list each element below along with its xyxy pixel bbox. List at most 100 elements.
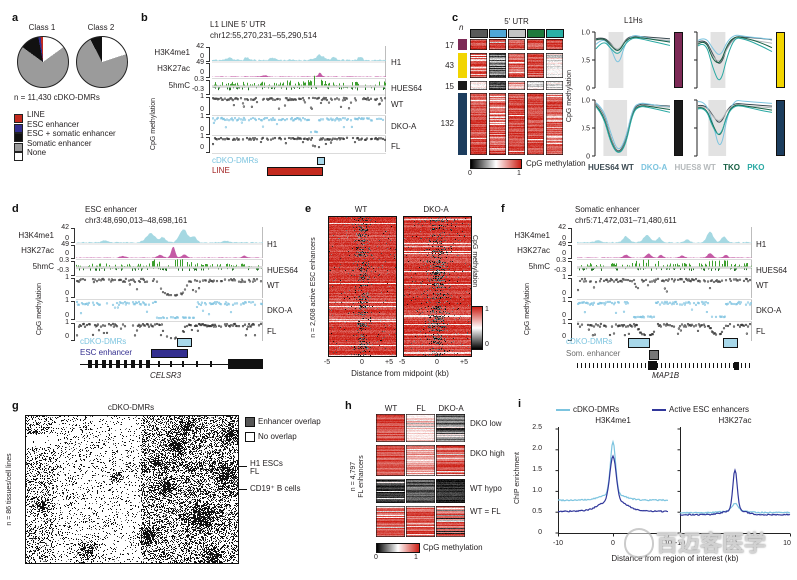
c-col-swatch-5 (546, 29, 564, 38)
i-legend-line-enh (652, 409, 666, 411)
legend-esc-enhancer: ESC enhancer (27, 119, 80, 129)
panel-i-xlabel: Distance from region of interest (kb) (611, 554, 739, 563)
c-group-n-3: 15 (445, 82, 454, 91)
legend-tko: TKO (723, 163, 740, 172)
c-right-ylabel: CpG methylation (566, 69, 573, 123)
cell-dkoa: DKO-A (756, 306, 782, 315)
c-right-legend: HUES64 WT DKO-A HUES8 WT TKO PKO (588, 163, 765, 172)
panel-h-heatmap (376, 414, 465, 537)
g-mark-fl: FL (250, 467, 260, 476)
c-colorbar-min: 0 (468, 170, 472, 177)
panel-a-label: a (12, 12, 19, 24)
panel-e-colorbar-label: CpG methylation (471, 235, 478, 288)
panel-e-label: e (305, 203, 312, 215)
cell-h1: H1 (391, 58, 402, 67)
legend-hues64-wt: HUES64 WT (588, 163, 634, 172)
track-label-h3k27ac: H3K27ac (21, 246, 54, 255)
track-label-h3k4me1: H3K4me1 (18, 231, 54, 240)
cell-hues64: HUES64 (391, 84, 423, 93)
g-legend-overlap: Enhancer overlap (258, 417, 321, 426)
h-group-wt-hypo: WT hypo (470, 484, 502, 493)
panel-d-dmr-label: cDKO-DMRs (80, 337, 127, 346)
panel-f-enhancer-label: Som. enhancer (566, 349, 621, 358)
pie1-title: Class 1 (28, 23, 56, 32)
h-group-dko-low: DKO low (470, 419, 502, 428)
panel-b-label: b (141, 12, 148, 24)
c-group-bar-4 (458, 93, 467, 155)
panel-d-enhancer-box (151, 349, 188, 358)
c-group-n-4: 132 (440, 119, 454, 128)
panel-e-heatmap-dkoa (403, 216, 472, 357)
h-col-dkoa: DKO-A (438, 404, 464, 413)
scale-f-3: 0.3 -0.3 (553, 257, 566, 274)
panel-e-title-dkoa: DKO-A (423, 205, 449, 214)
panel-e-heatmap-wt (328, 216, 397, 357)
track-label-cpg: CpG methylation (524, 282, 531, 336)
panel-f-gene-line (577, 363, 752, 368)
cell-fl: FL (267, 327, 277, 336)
pie-class1 (17, 36, 69, 88)
panel-b-dmr-label: cDKO-DMRs (212, 156, 259, 165)
panel-c-title: 5′ UTR (504, 17, 529, 26)
cell-hues64: HUES64 (756, 266, 788, 275)
c-col-swatch-4 (527, 29, 545, 38)
panel-a-n: n = 11,430 cDKO-DMRs (14, 93, 100, 102)
panel-c-miniplots (582, 28, 792, 160)
panel-c-n-header: n (459, 23, 464, 32)
cell-dkoa: DKO-A (391, 122, 417, 131)
panel-c-heatmap (470, 39, 563, 155)
legend-line: LINE (27, 110, 45, 119)
cell-h1: H1 (267, 240, 278, 249)
cell-wt: WT (391, 100, 404, 109)
cell-wt: WT (756, 281, 769, 290)
panel-g-label: g (12, 400, 19, 412)
h-group-wt-eq-fl: WT = FL (470, 507, 501, 516)
track-label-h3k4me1: H3K4me1 (154, 48, 190, 57)
panel-b-line-label: LINE (212, 166, 230, 175)
c-group-bar-2 (458, 53, 467, 78)
track-label-cpg: CpG methylation (36, 282, 43, 336)
i-legend-enh: Active ESC enhancers (669, 405, 750, 414)
track-label-h3k27ac: H3K27ac (517, 246, 550, 255)
track-label-5hmc: 5hmC (32, 262, 54, 271)
h-group-dko-high: DKO high (470, 449, 505, 458)
c-group-n-2: 43 (445, 61, 454, 70)
panel-d-dmr-box (177, 338, 192, 347)
i-legend-line-dmr (556, 409, 570, 411)
legend-hues8-wt: HUES8 WT (674, 163, 716, 172)
scale-d-3: 0.3 -0.3 (56, 257, 69, 274)
legend-swatch-esc (14, 123, 23, 133)
cell-h1: H1 (756, 240, 767, 249)
panel-g-heatmap (25, 415, 239, 564)
panel-e-ylabel: n = 2,608 active ESC enhancers (310, 237, 317, 338)
scale-d-2: 49 0 (61, 241, 69, 257)
panel-h-label: h (345, 400, 352, 412)
panel-d-enhancer-label: ESC enhancer (80, 348, 133, 357)
panel-b-dmr-box (317, 157, 325, 165)
panel-d-region: chr3:48,690,013–48,698,161 (85, 216, 188, 225)
scale-b-3: 0.3 -0.3 (191, 76, 204, 93)
panel-b-tracks (212, 44, 386, 154)
panel-f-tracks (577, 227, 752, 341)
g-legend-swatch-nooverlap (245, 432, 255, 442)
cell-hues64: HUES64 (267, 266, 299, 275)
legend-swatch-line (14, 114, 23, 123)
c-group-bar-1 (458, 39, 467, 50)
gene-map1b: MAP1B (652, 371, 680, 380)
h-colorbar-label: CpG methylation (423, 543, 483, 552)
cell-fl: FL (756, 327, 766, 336)
c-col-swatch-2 (489, 29, 507, 38)
g-mark-cd19-bcells: CD19⁺ B cells (250, 484, 301, 493)
c-col-swatch-1 (470, 29, 488, 38)
g-legend-swatch-overlap (245, 417, 255, 427)
cell-dkoa: DKO-A (267, 306, 293, 315)
track-label-5hmc: 5hmC (528, 262, 550, 271)
panel-d-label: d (12, 203, 19, 215)
scale-f-1: 42 0 (558, 224, 566, 242)
